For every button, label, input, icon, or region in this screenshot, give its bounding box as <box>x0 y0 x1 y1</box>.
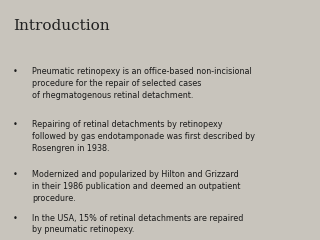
Text: •: • <box>13 120 18 129</box>
Text: Pneumatic retinopexy is an office-based non-incisional
procedure for the repair : Pneumatic retinopexy is an office-based … <box>32 67 252 100</box>
Text: •: • <box>13 67 18 76</box>
Text: Introduction: Introduction <box>13 19 109 33</box>
Text: In the USA, 15% of retinal detachments are repaired
by pneumatic retinopexy.: In the USA, 15% of retinal detachments a… <box>32 214 244 234</box>
Text: Modernized and popularized by Hilton and Grizzard
in their 1986 publication and : Modernized and popularized by Hilton and… <box>32 170 240 203</box>
Text: Repairing of retinal detachments by retinopexy
followed by gas endotamponade was: Repairing of retinal detachments by reti… <box>32 120 255 153</box>
Text: •: • <box>13 214 18 223</box>
Text: •: • <box>13 170 18 180</box>
